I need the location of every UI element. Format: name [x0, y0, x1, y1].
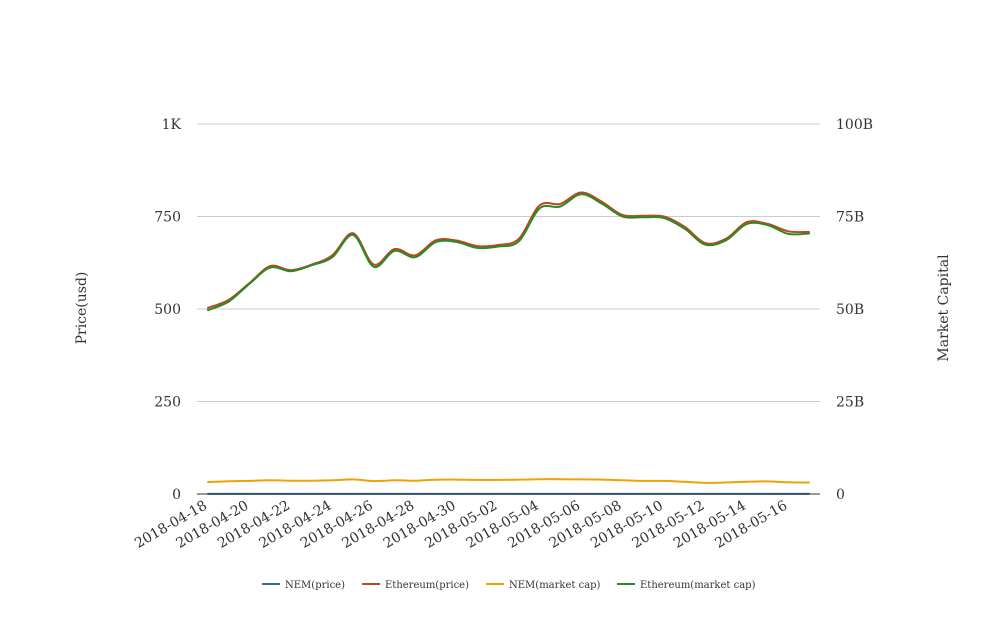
y-right-tick-label: 0 [836, 487, 845, 503]
legend-item: Ethereum(price) [362, 580, 469, 591]
y-left-tick-labels: 0 250 500 750 1K [154, 117, 181, 503]
y-axis-right-label: Market Capital [936, 254, 952, 362]
legend-item: NEM(price) [262, 580, 345, 591]
legend-item: Ethereum(market cap) [617, 580, 756, 591]
gridlines [197, 123, 820, 402]
y-right-tick-label: 75B [836, 210, 864, 226]
y-axis-left-label: Price(usd) [74, 272, 90, 345]
y-left-tick-label: 0 [172, 487, 181, 503]
legend-label: NEM(price) [285, 580, 345, 591]
y-right-tick-label: 50B [836, 302, 864, 318]
legend-item: NEM(market cap) [486, 580, 601, 591]
legend: NEM(price) Ethereum(price) NEM(market cap)… [262, 580, 756, 591]
y-left-tick-label: 500 [154, 302, 181, 318]
y-left-tick-label: 750 [154, 210, 181, 226]
y-left-tick-label: 250 [154, 395, 181, 411]
series-lines [207, 191, 810, 495]
y-right-tick-label: 25B [836, 395, 864, 411]
legend-label: Ethereum(market cap) [640, 580, 756, 591]
series-line-ethereum-price [207, 191, 810, 309]
y-right-tick-label: 100B [836, 117, 873, 133]
legend-label: NEM(market cap) [509, 580, 601, 591]
series-line-nem-market-cap [207, 478, 810, 484]
y-right-tick-labels: 0 25B 50B 75B 100B [836, 117, 873, 503]
legend-label: Ethereum(price) [385, 580, 469, 591]
series-line-ethereum-market-cap [207, 193, 810, 312]
y-left-tick-label: 1K [162, 117, 182, 133]
x-tick-labels: 2018-04-182018-04-202018-04-222018-04-24… [132, 498, 790, 552]
